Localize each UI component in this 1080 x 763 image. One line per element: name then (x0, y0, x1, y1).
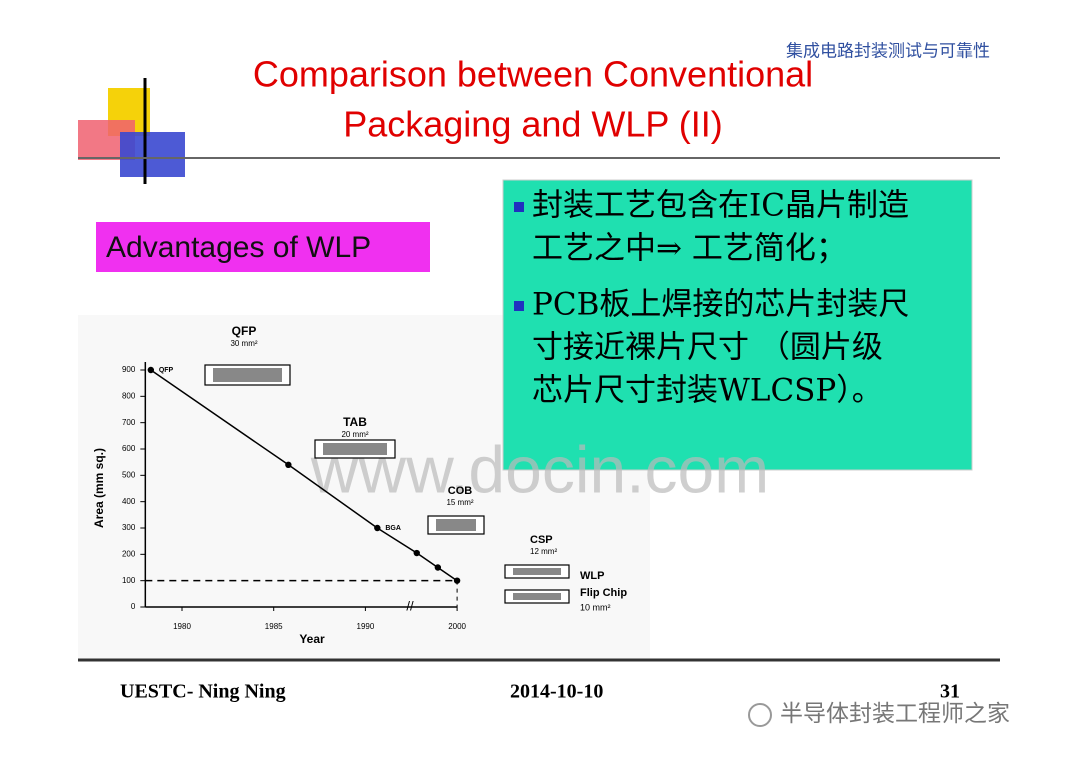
package-label: TAB (343, 415, 367, 429)
package-label: CSP (530, 534, 553, 546)
y-tick-label: 200 (122, 549, 136, 558)
x-tick-label: 1990 (357, 622, 375, 631)
title-line: Comparison between Conventional (253, 54, 813, 95)
label-box (96, 222, 430, 272)
package-label: COB (448, 485, 473, 497)
data-point (434, 564, 442, 571)
data-point (413, 549, 420, 557)
bullet-line: 封装工艺包含在IC晶片制造 (532, 188, 909, 224)
source-icon (748, 703, 772, 727)
footer-page: 31 (940, 681, 960, 703)
axis-break: // (406, 598, 414, 613)
y-tick-label: 100 (122, 576, 136, 585)
package-label: 15 mm² (446, 498, 473, 507)
y-tick-label: 700 (122, 418, 136, 427)
advantages-label: Advantages of WLP (106, 231, 371, 264)
package-label: Flip Chip (580, 587, 627, 599)
data-point (285, 461, 292, 468)
deco-blue (120, 132, 185, 177)
source: 半导体封装工程师之家 (780, 700, 1010, 726)
x-tick-label: 2000 (448, 622, 466, 631)
x-axis-label: Year (299, 632, 325, 646)
y-tick-label: 300 (122, 523, 136, 532)
y-tick-label: 900 (122, 365, 136, 374)
y-tick-label: 600 (122, 444, 136, 453)
package-label: 30 mm² (230, 339, 257, 348)
footer-date: 2014-10-10 (510, 681, 603, 703)
y-tick-label: 500 (122, 470, 136, 479)
x-tick-label: 1985 (265, 622, 283, 631)
point-label: QFP (159, 367, 174, 374)
data-point (453, 577, 461, 584)
text-box (502, 179, 973, 471)
y-tick-label: 400 (122, 497, 136, 506)
package-die (323, 443, 387, 455)
package-die (213, 368, 282, 382)
footer-author: UESTC- Ning Ning (120, 681, 286, 703)
data-line (150, 369, 458, 582)
package-die (436, 519, 476, 531)
package-die (513, 568, 561, 575)
y-axis-label: Area (mm sq.) (92, 448, 106, 528)
bullet-mark (514, 202, 524, 212)
x-tick-label: 1980 (173, 622, 191, 631)
data-point (147, 366, 155, 374)
header-tag: 集成电路封装测试与可靠性 (786, 42, 990, 62)
package-label: 20 mm² (341, 430, 368, 439)
y-tick-label: 800 (122, 391, 136, 400)
bullet-mark (514, 301, 524, 311)
package-label: QFP (232, 324, 257, 338)
bullet-line: 工艺之中⇒ 工艺简化； (532, 231, 847, 267)
y-tick-label: 0 (131, 602, 136, 611)
bullet-line: 芯片尺寸封装WLCSP）。 (532, 373, 883, 409)
package-label: WLP (580, 570, 604, 582)
package-label: 10 mm² (580, 602, 611, 612)
point-label: BGA (385, 525, 401, 532)
bullet-line: PCB板上焊接的芯片封装尺 (532, 287, 909, 323)
package-die (513, 593, 561, 600)
title-line: Packaging and WLP (II) (343, 104, 723, 145)
bullet-line: 寸接近裸片尺寸 （圆片级 (532, 330, 883, 366)
data-point (374, 524, 381, 532)
package-label: 12 mm² (530, 547, 557, 556)
